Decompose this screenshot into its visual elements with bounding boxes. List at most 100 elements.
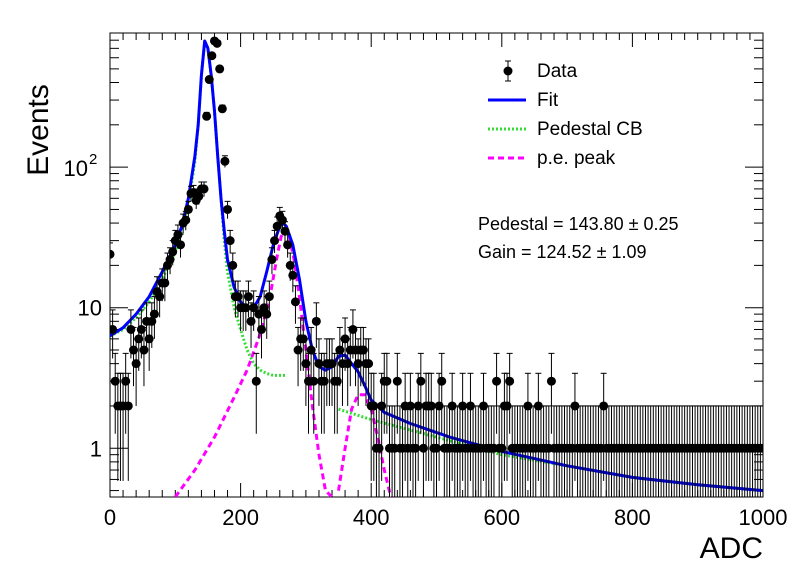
data-point	[267, 255, 277, 265]
data-point	[144, 334, 154, 344]
data-point	[168, 247, 178, 257]
data-point	[223, 204, 233, 214]
data-point	[202, 111, 212, 121]
data-point	[228, 260, 238, 270]
y-tick-label: 10	[64, 156, 88, 181]
data-point	[199, 184, 209, 194]
legend-data-marker	[503, 66, 513, 76]
data-point	[377, 401, 387, 411]
data-point	[332, 376, 342, 386]
x-tick-label: 800	[614, 505, 651, 530]
y-axis-title: Events	[22, 84, 55, 176]
data-point	[418, 443, 428, 453]
data-point	[126, 324, 136, 334]
data-point	[364, 359, 374, 369]
y-tick-label-exponent: 2	[89, 151, 97, 168]
gain-annotation: Gain = 124.52 ± 1.09	[478, 242, 647, 262]
x-tick-label: 0	[104, 505, 116, 530]
data-point	[241, 303, 251, 313]
data-point	[251, 376, 261, 386]
x-tick-label: 1000	[739, 505, 788, 530]
data-point	[207, 51, 217, 61]
data-point	[353, 359, 363, 369]
data-point	[277, 215, 287, 225]
data-points	[110, 36, 763, 497]
data-point	[546, 376, 556, 386]
data-point	[437, 376, 447, 386]
data-point	[215, 64, 225, 74]
data-point	[110, 324, 118, 334]
data-point	[262, 309, 272, 319]
data-point	[270, 236, 280, 246]
data-point	[165, 255, 175, 265]
data-point	[492, 376, 502, 386]
data-point	[280, 226, 290, 236]
data-point	[233, 292, 243, 302]
data-point	[288, 270, 298, 280]
data-point	[225, 236, 235, 246]
data-point	[311, 316, 321, 326]
data-point	[212, 38, 222, 48]
x-axis-title: ADC	[700, 532, 763, 565]
data-point	[306, 345, 316, 355]
data-point	[497, 443, 507, 453]
legend-label-data: Data	[537, 61, 578, 82]
data-point	[309, 376, 319, 386]
data-point	[204, 75, 214, 85]
data-point	[136, 324, 146, 334]
data-point	[256, 324, 266, 334]
data-point	[243, 292, 253, 302]
data-point	[314, 359, 324, 369]
data-point	[110, 249, 115, 259]
data-point	[160, 278, 170, 288]
legend-label-fit: Fit	[537, 90, 559, 111]
y-tick-label: 1	[90, 436, 102, 461]
x-tick-label: 200	[222, 505, 259, 530]
data-point	[343, 359, 353, 369]
data-point	[134, 334, 144, 344]
data-point	[139, 345, 149, 355]
data-point	[173, 230, 183, 240]
data-point	[374, 443, 384, 453]
data-point	[290, 297, 300, 307]
data-point	[392, 376, 402, 386]
data-point	[249, 303, 259, 313]
legend-label-pedestal-cb: Pedestal CB	[537, 119, 643, 140]
data-point	[293, 345, 303, 355]
data-point	[327, 359, 337, 369]
data-point	[183, 204, 193, 214]
data-point	[149, 309, 159, 319]
data-point	[301, 359, 311, 369]
legend: Data Fit Pedestal CB p.e. peak	[488, 60, 643, 169]
data-point	[176, 240, 186, 250]
data-point	[110, 376, 120, 386]
data-point	[505, 376, 515, 386]
data-point	[131, 359, 141, 369]
data-point	[129, 345, 139, 355]
data-point	[217, 104, 227, 114]
data-point	[358, 345, 368, 355]
data-point	[432, 443, 441, 453]
x-tick-label: 400	[353, 505, 390, 530]
data-point	[220, 156, 230, 166]
data-point	[283, 240, 293, 250]
data-point	[264, 292, 274, 302]
data-point	[155, 292, 165, 302]
data-point	[121, 376, 131, 386]
data-point	[335, 345, 345, 355]
data-point	[416, 376, 426, 386]
pedestal-annotation: Pedestal = 143.80 ± 0.25	[478, 214, 679, 234]
data-point	[181, 215, 191, 225]
legend-label-p-e-peak: p.e. peak	[537, 148, 616, 169]
x-tick-label: 600	[483, 505, 520, 530]
data-point	[348, 324, 358, 334]
data-point	[411, 443, 421, 453]
data-point	[123, 401, 133, 411]
y-tick-label: 10	[78, 296, 102, 321]
data-point	[758, 443, 763, 453]
data-point	[382, 376, 392, 386]
data-point	[319, 376, 329, 386]
data-point	[246, 316, 256, 326]
